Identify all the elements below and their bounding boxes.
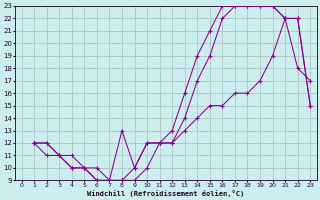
X-axis label: Windchill (Refroidissement éolien,°C): Windchill (Refroidissement éolien,°C) bbox=[87, 190, 244, 197]
